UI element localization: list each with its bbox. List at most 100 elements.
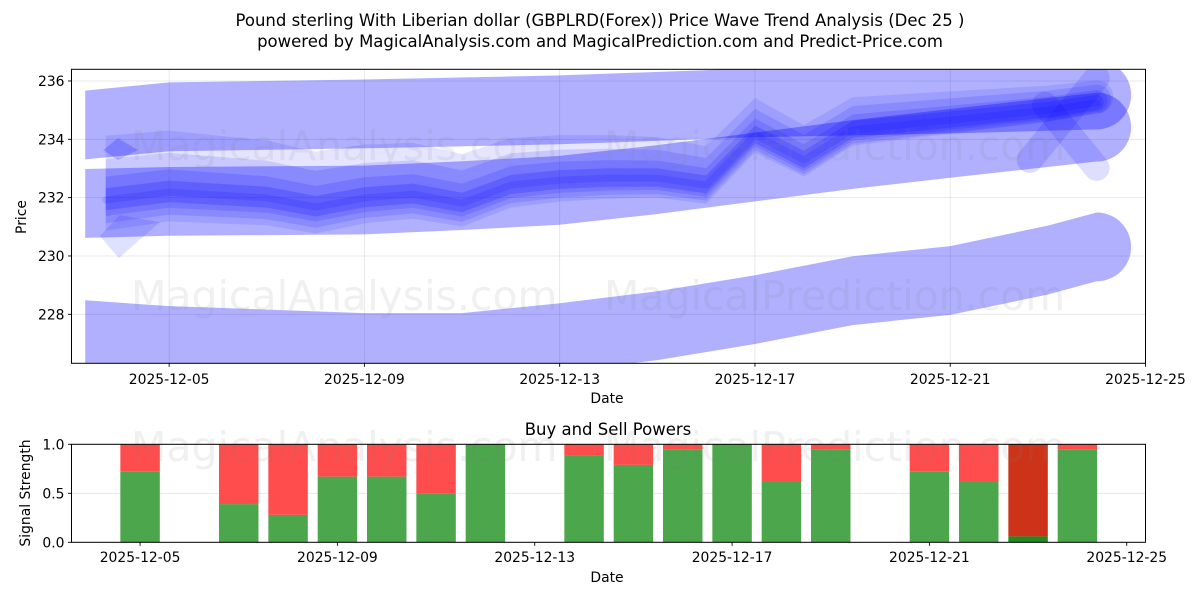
lower-trend-band xyxy=(85,212,1132,364)
buy-power-bar xyxy=(317,476,358,543)
price-grid xyxy=(71,69,1146,364)
price-wave-core xyxy=(102,99,1101,211)
watermark-analysis: MagicalAnalysis.com xyxy=(131,122,558,170)
sell-power-bar xyxy=(317,444,358,477)
buy-power-bar xyxy=(268,514,308,543)
right-diagonal-wave-1 xyxy=(1016,69,1110,173)
left-upper-wave-tip xyxy=(103,138,138,160)
signal-bar-2025-12-15 xyxy=(613,444,654,543)
buy-power-bar xyxy=(613,464,654,543)
y-tick-label: 232 xyxy=(38,191,65,207)
signal-watermarks: MagicalAnalysis.com MagicalPrediction.co… xyxy=(131,423,1065,471)
sell-power-bar xyxy=(663,444,703,450)
buy-sell-title: Buy and Sell Powers xyxy=(525,420,692,439)
signal-bar-2025-12-16 xyxy=(663,444,703,543)
y-tick-label: 234 xyxy=(38,132,65,148)
x-tick-label: 2025-12-13 xyxy=(494,550,575,566)
y-tick-label: 1.0 xyxy=(42,437,64,453)
price-wave-chart: MagicalAnalysis.com MagicalPrediction.co… xyxy=(14,68,1186,407)
y-tick-label: 228 xyxy=(38,307,65,323)
sell-power-bar xyxy=(416,444,456,494)
sell-power-bar xyxy=(367,444,407,477)
buy-power-bar xyxy=(120,471,160,543)
x-tick-label: 2025-12-21 xyxy=(910,372,991,388)
middle-trend-band xyxy=(85,92,1132,238)
signal-bar-2025-12-21 xyxy=(909,444,950,543)
chart-title: Pound sterling With Liberian dollar (GBP… xyxy=(235,11,964,30)
signal-bar-2025-12-23 xyxy=(1008,444,1048,543)
watermark-analysis: MagicalAnalysis.com xyxy=(131,423,558,471)
upper-trend-band xyxy=(85,69,1132,160)
price-wave-layer-3 xyxy=(105,90,1108,222)
x-tick-label: 2025-12-17 xyxy=(715,372,796,388)
buy-power-bar xyxy=(367,476,407,543)
left-lower-wave-tip xyxy=(99,215,160,258)
sell-power-bar xyxy=(564,444,604,456)
signal-x-axis-label: Date xyxy=(590,570,623,586)
signal-y-axis-ticks: 0.0 0.5 1.0 xyxy=(42,437,72,551)
signal-bar-2025-12-10 xyxy=(367,444,407,543)
x-tick-label: 2025-12-05 xyxy=(129,372,210,388)
chart-subtitle: powered by MagicalAnalysis.com and Magic… xyxy=(257,32,943,51)
x-tick-label: 2025-12-13 xyxy=(519,372,600,388)
buy-power-bar xyxy=(761,481,802,543)
signal-bar-2025-12-22 xyxy=(959,444,999,543)
sell-power-bar xyxy=(219,444,259,505)
buy-power-bar xyxy=(416,493,456,543)
buy-sell-chart: Buy and Sell Powers MagicalAnalysis.com … xyxy=(18,420,1167,586)
signal-bar-2025-12-05 xyxy=(120,444,160,543)
x-tick-label: 2025-12-09 xyxy=(297,550,378,566)
watermark-prediction: MagicalPrediction.com xyxy=(604,423,1065,471)
price-wave-layer-4 xyxy=(105,94,1104,217)
buy-power-bar xyxy=(1008,536,1048,543)
price-wave-layer-1 xyxy=(105,80,1114,234)
signal-bar-2025-12-12 xyxy=(465,444,506,543)
signal-bar-2025-12-14 xyxy=(564,444,604,543)
sell-power-bar xyxy=(120,444,160,472)
price-wave-layer-2 xyxy=(105,84,1112,228)
watermark-analysis: MagicalAnalysis.com xyxy=(131,272,558,320)
sell-power-bar xyxy=(811,444,851,450)
buy-power-bar xyxy=(219,504,259,543)
signal-bar-2025-12-17 xyxy=(712,444,752,543)
buy-power-bar xyxy=(959,481,999,543)
sell-power-bar xyxy=(268,444,308,515)
right-diagonal-wave-2 xyxy=(1031,91,1110,181)
signal-bar-2025-12-24 xyxy=(1057,444,1098,543)
buy-power-bar xyxy=(909,471,950,543)
sell-power-bar xyxy=(959,444,999,482)
price-plot-frame xyxy=(71,68,1146,364)
price-y-axis-label: Price xyxy=(14,200,30,234)
watermark-prediction: MagicalPrediction.com xyxy=(604,122,1065,170)
buy-power-bar xyxy=(712,444,752,543)
signal-bars xyxy=(120,444,1098,543)
y-tick-label: 236 xyxy=(38,74,65,90)
signal-bar-2025-12-08 xyxy=(268,444,308,543)
watermark-prediction: MagicalPrediction.com xyxy=(604,272,1065,320)
x-tick-label: 2025-12-05 xyxy=(100,550,181,566)
y-tick-label: 230 xyxy=(38,249,65,265)
buy-power-bar xyxy=(811,449,851,543)
buy-power-bar xyxy=(465,444,506,543)
price-x-axis-ticks: 2025-12-05 2025-12-09 2025-12-13 2025-12-17… xyxy=(129,363,1186,388)
sell-power-bar xyxy=(613,444,654,465)
price-watermarks: MagicalAnalysis.com MagicalPrediction.co… xyxy=(131,122,1065,320)
signal-y-axis-label: Signal Strength xyxy=(18,439,34,546)
x-tick-label: 2025-12-21 xyxy=(889,550,970,566)
signal-bar-2025-12-18 xyxy=(761,444,802,543)
sell-power-bar xyxy=(1008,444,1048,537)
x-tick-label: 2025-12-25 xyxy=(1105,372,1186,388)
x-tick-label: 2025-12-25 xyxy=(1086,550,1167,566)
buy-power-bar xyxy=(663,449,703,543)
signal-bar-2025-12-07 xyxy=(219,444,259,543)
x-tick-label: 2025-12-17 xyxy=(692,550,773,566)
buy-power-bar xyxy=(1057,449,1098,543)
signal-bar-2025-12-11 xyxy=(416,444,456,543)
y-tick-label: 0.0 xyxy=(42,535,64,551)
signal-bar-2025-12-19 xyxy=(811,444,851,543)
signal-bar-2025-12-09 xyxy=(317,444,358,543)
sell-power-bar xyxy=(761,444,802,482)
wave-bands xyxy=(85,69,1132,364)
price-y-axis-ticks: 228 230 232 234 236 xyxy=(38,74,72,323)
